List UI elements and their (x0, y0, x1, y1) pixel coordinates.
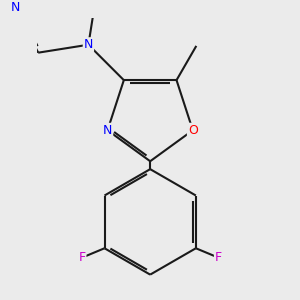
Text: F: F (215, 251, 222, 264)
Text: O: O (188, 124, 198, 137)
Text: N: N (103, 124, 112, 137)
Text: N: N (84, 38, 93, 51)
Text: F: F (78, 251, 85, 264)
Text: N: N (11, 1, 20, 14)
